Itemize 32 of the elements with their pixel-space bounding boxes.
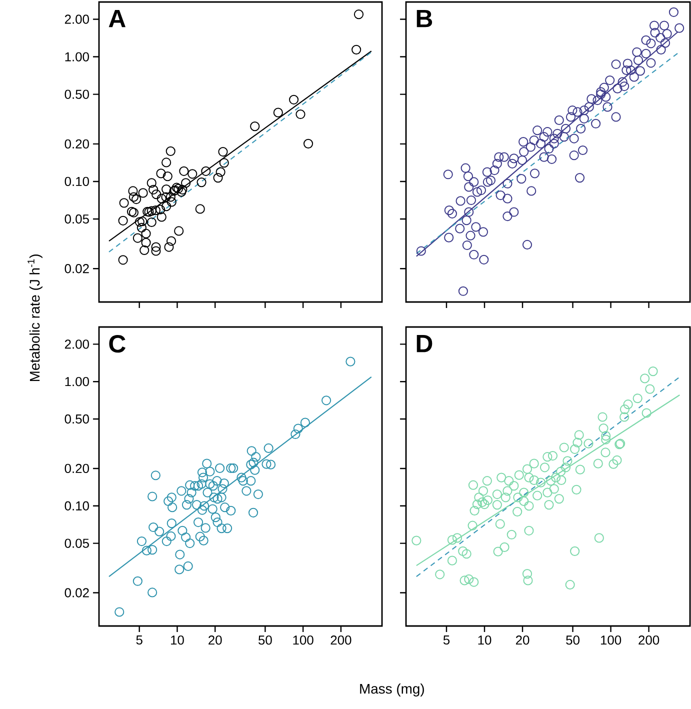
x-tick-label: 5 <box>136 636 142 645</box>
chart-title: B <box>416 10 432 28</box>
y-axis-title: Metabolic rate (J h$^{-1}$) <box>28 254 42 382</box>
x-tick-label: 5 <box>443 636 450 645</box>
y-tick-label: 0.02 <box>64 264 89 274</box>
y-tick-label: 0.50 <box>64 414 89 424</box>
y-tick-label: 0.10 <box>64 176 89 186</box>
chart-title: C <box>109 335 126 353</box>
x-tick-label: 100 <box>600 636 622 645</box>
x-tick-label: 10 <box>171 636 184 645</box>
y-tick-label: 0.50 <box>64 90 89 99</box>
y-tick-label: 2.00 <box>64 340 89 349</box>
y-tick-label: 0.05 <box>64 538 89 548</box>
y-tick-label: 2.00 <box>64 14 89 24</box>
x-tick-label: 50 <box>566 636 580 645</box>
x-tick-label: 200 <box>330 636 352 645</box>
x-tick-label: 100 <box>293 636 314 645</box>
chart-title: D <box>416 334 432 352</box>
y-tick-label: 0.10 <box>64 501 89 510</box>
y-tick-label: 1.00 <box>65 52 89 62</box>
y-tick-label: 0.20 <box>64 139 89 149</box>
y-tick-label: 0.02 <box>64 588 89 598</box>
chart-title: A <box>108 10 126 28</box>
x-tick-label: 20 <box>516 636 530 645</box>
y-tick-label: 1.00 <box>65 377 89 386</box>
x-tick-label: 20 <box>208 636 222 645</box>
x-tick-label: 50 <box>258 636 272 645</box>
x-tick-label: 200 <box>638 636 660 645</box>
y-tick-label: 0.20 <box>64 464 89 474</box>
x-tick-label: 10 <box>478 636 492 645</box>
y-tick-label: 0.05 <box>64 214 89 224</box>
x-axis-title: Mass (mg) <box>360 683 424 696</box>
